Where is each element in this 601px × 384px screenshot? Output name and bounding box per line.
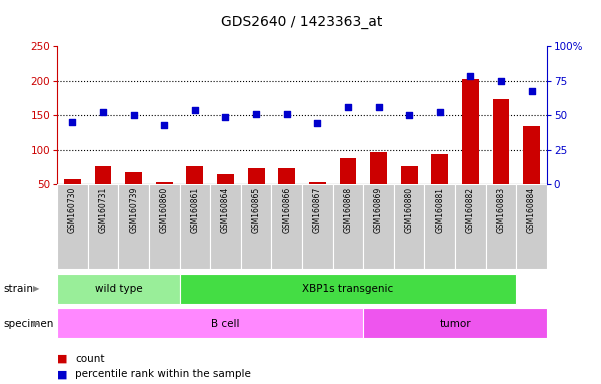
Bar: [363, 184, 394, 269]
Bar: [486, 184, 516, 269]
Point: [251, 111, 261, 117]
Point: [496, 78, 506, 84]
Bar: [125, 172, 142, 184]
Point: [313, 121, 322, 127]
Bar: [340, 158, 356, 184]
Text: GDS2640 / 1423363_at: GDS2640 / 1423363_at: [221, 15, 383, 29]
Text: GSM160881: GSM160881: [435, 187, 444, 233]
Bar: [57, 184, 88, 269]
Bar: [180, 274, 516, 304]
Bar: [493, 99, 510, 184]
Bar: [302, 184, 332, 269]
Text: B cell: B cell: [211, 318, 240, 329]
Text: GSM160884: GSM160884: [527, 187, 536, 233]
Bar: [455, 184, 486, 269]
Text: strain: strain: [3, 284, 33, 294]
Bar: [272, 184, 302, 269]
Point: [435, 109, 445, 115]
Text: GSM160880: GSM160880: [404, 187, 413, 233]
Bar: [248, 169, 264, 184]
Point: [527, 88, 537, 94]
Text: wild type: wild type: [94, 284, 142, 294]
Bar: [156, 182, 172, 184]
Bar: [363, 308, 547, 338]
Bar: [186, 166, 203, 184]
Bar: [241, 184, 272, 269]
Text: GSM160869: GSM160869: [374, 187, 383, 233]
Point: [129, 112, 138, 118]
Bar: [210, 184, 241, 269]
Bar: [149, 184, 180, 269]
Text: ▶: ▶: [33, 319, 39, 328]
Point: [159, 122, 169, 128]
Text: GSM160868: GSM160868: [343, 187, 352, 233]
Text: GSM160883: GSM160883: [496, 187, 505, 233]
Point: [374, 104, 383, 110]
Point: [221, 114, 230, 120]
Bar: [401, 166, 418, 184]
Bar: [118, 184, 149, 269]
Bar: [394, 184, 424, 269]
Bar: [462, 79, 479, 184]
Point: [404, 112, 414, 118]
Text: GSM160731: GSM160731: [99, 187, 108, 233]
Point: [190, 107, 200, 113]
Bar: [88, 184, 118, 269]
Point: [282, 111, 291, 117]
Bar: [278, 169, 295, 184]
Bar: [516, 184, 547, 269]
Bar: [332, 184, 363, 269]
Text: ■: ■: [57, 369, 67, 379]
Text: percentile rank within the sample: percentile rank within the sample: [75, 369, 251, 379]
Bar: [424, 184, 455, 269]
Bar: [370, 152, 387, 184]
Text: specimen: specimen: [3, 318, 53, 329]
Text: ■: ■: [57, 354, 67, 364]
Text: tumor: tumor: [439, 318, 471, 329]
Point: [98, 109, 108, 115]
Bar: [523, 126, 540, 184]
Text: ▶: ▶: [33, 285, 39, 293]
Point: [343, 104, 353, 110]
Point: [466, 73, 475, 79]
Text: GSM160864: GSM160864: [221, 187, 230, 233]
Bar: [57, 308, 394, 338]
Text: GSM160865: GSM160865: [252, 187, 261, 233]
Bar: [57, 274, 180, 304]
Text: XBP1s transgenic: XBP1s transgenic: [302, 284, 394, 294]
Text: GSM160860: GSM160860: [160, 187, 169, 233]
Text: GSM160867: GSM160867: [313, 187, 322, 233]
Bar: [180, 184, 210, 269]
Bar: [64, 179, 81, 184]
Text: count: count: [75, 354, 105, 364]
Bar: [94, 166, 111, 184]
Text: GSM160861: GSM160861: [191, 187, 200, 233]
Text: GSM160866: GSM160866: [282, 187, 291, 233]
Text: GSM160739: GSM160739: [129, 187, 138, 233]
Bar: [217, 174, 234, 184]
Point: [67, 119, 77, 125]
Bar: [432, 154, 448, 184]
Text: GSM160730: GSM160730: [68, 187, 77, 233]
Bar: [309, 182, 326, 184]
Text: GSM160882: GSM160882: [466, 187, 475, 233]
